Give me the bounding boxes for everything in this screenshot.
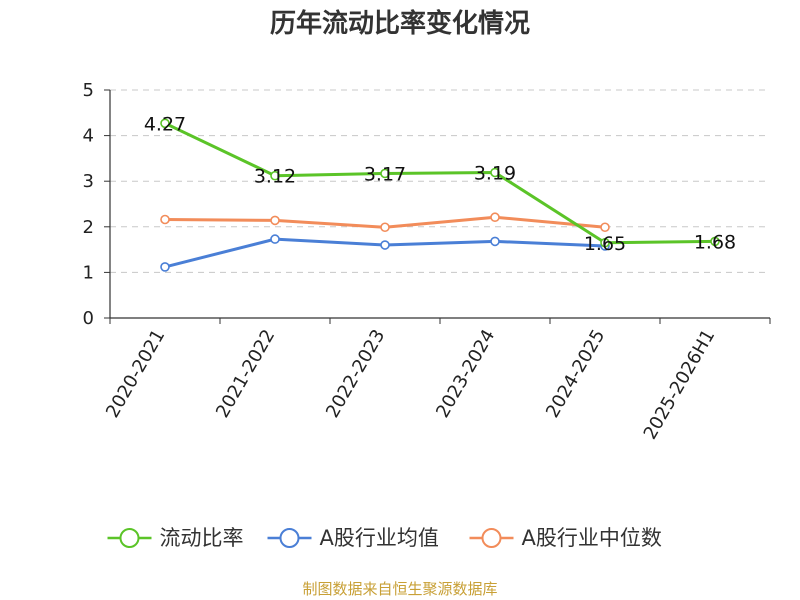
data-label: 1.65 xyxy=(584,233,626,255)
data-label: 1.68 xyxy=(694,231,736,253)
legend-swatch-marker xyxy=(481,528,502,548)
legend-label: A股行业均值 xyxy=(320,526,439,550)
series-point-0 xyxy=(710,236,720,247)
series-lines xyxy=(163,121,717,269)
y-tick-label: 3 xyxy=(83,171,94,192)
series-point-1 xyxy=(380,240,390,250)
series-point-1 xyxy=(160,262,170,272)
x-tick-label: 2020-2021 xyxy=(102,326,169,421)
legend-swatch-marker xyxy=(119,528,140,548)
legend-label: A股行业中位数 xyxy=(522,526,662,550)
series-point-0 xyxy=(490,167,500,178)
x-tick-label: 2021-2022 xyxy=(212,326,279,421)
x-tick-label: 2022-2023 xyxy=(322,326,389,421)
legend-label: 流动比率 xyxy=(160,526,244,550)
legend-item-1[interactable]: A股行业均值 xyxy=(267,526,439,550)
source-text: 制图数据来自恒生聚源数据库 xyxy=(302,580,497,598)
series-point-0 xyxy=(600,237,610,248)
series-points xyxy=(160,118,720,272)
y-tick-label: 2 xyxy=(83,217,94,238)
legend-swatch-marker xyxy=(279,528,300,548)
y-tick-label: 0 xyxy=(83,308,94,329)
series-point-2 xyxy=(490,212,500,223)
series-point-2 xyxy=(380,222,390,233)
series-point-2 xyxy=(160,214,170,225)
series-point-0 xyxy=(380,168,390,179)
series-line-0 xyxy=(163,121,717,245)
series-point-1 xyxy=(490,236,500,247)
axes xyxy=(109,90,770,319)
legend-item-2[interactable]: A股行业中位数 xyxy=(469,526,662,550)
x-tick-label: 2025-2026H1 xyxy=(640,326,720,443)
grid xyxy=(110,89,770,273)
data-label: 4.27 xyxy=(144,113,186,135)
x-tick-label: 2023-2024 xyxy=(432,326,499,421)
y-tick-label: 5 xyxy=(83,80,94,101)
series-point-2 xyxy=(600,222,610,233)
series-point-1 xyxy=(270,234,280,244)
series-point-2 xyxy=(270,215,280,226)
y-tick-label: 1 xyxy=(83,262,94,283)
series-point-0 xyxy=(270,170,280,181)
legend: 流动比率 A股行业均值 A股行业中位数 xyxy=(107,526,662,550)
y-tick-label: 4 xyxy=(83,126,94,147)
series-point-0 xyxy=(160,118,170,129)
data-label: 3.12 xyxy=(254,166,296,188)
data-labels: 4.27 3.12 3.17 3.19 1.65 1.68 xyxy=(144,113,736,254)
legend-item-0[interactable]: 流动比率 xyxy=(107,526,244,550)
x-tick-label: 2024-2025 xyxy=(542,326,609,421)
data-label: 3.19 xyxy=(474,163,516,185)
chart-title: 历年流动比率变化情况 xyxy=(270,8,530,39)
data-label: 3.17 xyxy=(364,163,406,185)
